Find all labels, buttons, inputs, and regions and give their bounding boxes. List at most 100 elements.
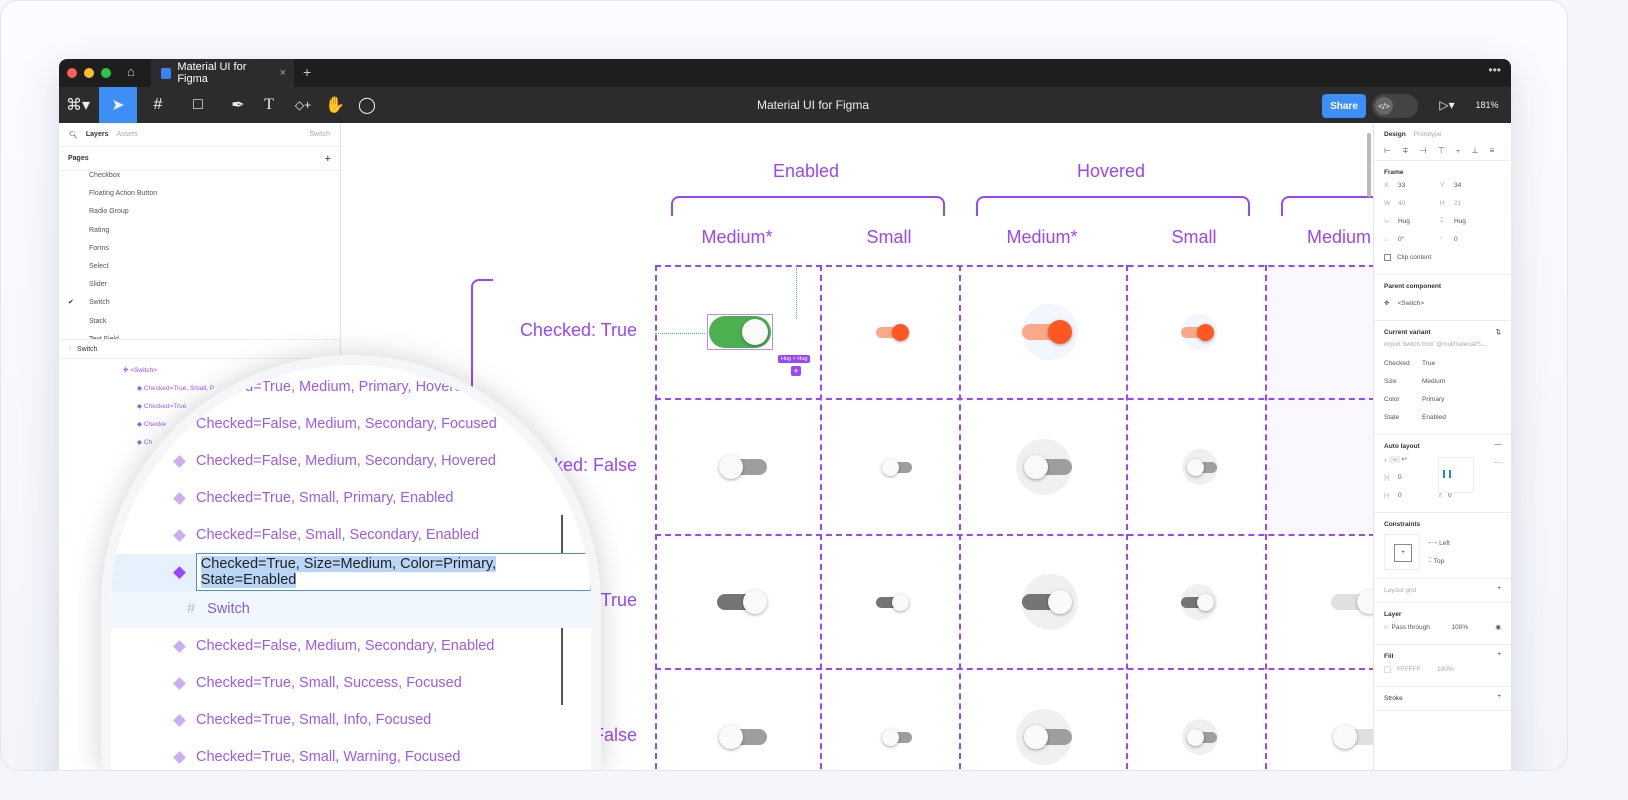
page-item[interactable]: Switch (89, 299, 110, 307)
layer-item-frame[interactable]: # Switch (187, 601, 250, 617)
direction-down-icon[interactable]: ↓ (1384, 455, 1388, 463)
constraints-widget[interactable]: + (1384, 534, 1420, 570)
alignment-tools[interactable]: ⊢ ∓ ⊣ ⊤ ⫟ ⊥ ≡ (1384, 146, 1501, 156)
add-stroke-icon[interactable]: + (1497, 693, 1501, 700)
switch-toggle[interactable] (719, 725, 767, 749)
hand-tool-icon[interactable]: ✋ (325, 97, 345, 114)
switch-toggle[interactable] (876, 323, 909, 341)
layer-opacity[interactable]: 100% (1451, 623, 1469, 631)
layer-item[interactable]: ◆ Checked=True (137, 403, 187, 410)
width-sizing[interactable]: Hug (1398, 217, 1410, 225)
variant-prop[interactable]: Color Primary (1384, 395, 1445, 403)
page-item[interactable]: Slider (89, 281, 107, 289)
parent-component-link[interactable]: <Switch> (1397, 299, 1425, 307)
page-item[interactable]: Stack (89, 317, 107, 325)
switch-toggle[interactable] (1181, 719, 1218, 755)
padding-v-input[interactable]: 0 (1448, 491, 1452, 499)
switch-toggle[interactable] (876, 593, 909, 611)
layer-item[interactable]: Checked=True, Small, Success, Focused (173, 665, 462, 701)
tab-assets[interactable]: Assets (116, 131, 138, 138)
switch-toggle[interactable] (1331, 590, 1373, 614)
visibility-icon[interactable]: ◉ (1495, 624, 1501, 631)
switch-toggle[interactable] (1016, 709, 1072, 765)
add-icon[interactable]: + (791, 366, 801, 376)
comment-tool-icon[interactable]: ◯ (358, 97, 376, 114)
spacing-input[interactable]: 0 (1398, 473, 1402, 481)
page-selector[interactable]: Switch (309, 131, 330, 138)
wrap-icon[interactable]: ↩ (1401, 456, 1407, 463)
rectangle-tool-icon[interactable]: □ (193, 96, 203, 113)
layer-item[interactable]: Checked=True, Medium, Primary, Hovered (173, 369, 470, 405)
layer-item[interactable]: Checked=False, Medium, Secondary, Hovere… (173, 443, 496, 479)
main-menu-icon[interactable]: ⌘▾ (65, 97, 91, 114)
blend-mode-select[interactable]: Pass through (1391, 623, 1430, 631)
variant-prop[interactable]: State Enabled (1384, 413, 1446, 421)
variant-prop[interactable]: Checked True (1384, 359, 1436, 367)
switch-toggle[interactable] (717, 590, 767, 614)
switch-toggle[interactable] (1181, 449, 1218, 485)
radius-input[interactable]: 0 (1454, 235, 1458, 243)
page-item[interactable]: Rating (89, 226, 110, 234)
home-icon[interactable]: ⌂ (127, 64, 135, 79)
layer-item[interactable]: Checked=False, Medium, Secondary, Focuse… (173, 406, 497, 442)
variant-prop[interactable]: Size Medium (1384, 377, 1446, 385)
tab-prototype[interactable]: Prototype (1413, 131, 1442, 138)
page-item[interactable]: Floating Action Button (89, 190, 158, 198)
switch-toggle[interactable] (1022, 574, 1078, 630)
pen-tool-icon[interactable]: ✒ (231, 97, 245, 114)
canvas-scrollbar[interactable] (1367, 133, 1371, 197)
padding-h-input[interactable]: 0 (1398, 491, 1402, 499)
switch-toggle[interactable] (881, 458, 912, 476)
switch-toggle[interactable] (707, 314, 773, 350)
minimize-window-button[interactable] (84, 68, 94, 78)
fill-opacity[interactable]: 100% (1437, 665, 1454, 673)
search-icon[interactable]: 🔍︎ (69, 131, 78, 139)
layer-item[interactable]: ◆ Ch (137, 439, 153, 446)
zoom-level[interactable]: 181% (1475, 100, 1499, 110)
fill-hex[interactable]: FFFFFF (1397, 665, 1421, 673)
layer-item[interactable]: Checked=True, Small, Info, Focused (173, 702, 431, 738)
w-input[interactable]: 40 (1398, 199, 1406, 207)
close-window-button[interactable] (67, 68, 77, 78)
tab-design[interactable]: Design (1384, 131, 1406, 138)
horizontal-constraint[interactable]: Left (1439, 539, 1450, 547)
dev-mode-toggle[interactable]: </> (1372, 94, 1418, 118)
maximize-window-button[interactable] (101, 68, 111, 78)
direction-right-icon[interactable]: → (1389, 455, 1400, 463)
switch-toggle[interactable] (719, 455, 767, 479)
add-page-icon[interactable]: + (324, 152, 331, 165)
switch-toggle[interactable] (1016, 439, 1072, 495)
switch-toggle[interactable] (1180, 584, 1217, 620)
switch-toggle[interactable] (1180, 314, 1217, 350)
switch-toggle[interactable] (881, 728, 912, 746)
layer-item[interactable]: Checked=True, Small, Warning, Focused (173, 739, 460, 770)
rename-input[interactable]: Checked=True, Size=Medium, Color=Primary… (195, 553, 591, 591)
variant-settings-icon[interactable]: ⇅ (1495, 329, 1501, 336)
tab-layers[interactable]: Layers (85, 131, 109, 138)
new-tab-icon[interactable]: + (303, 64, 312, 80)
switch-toggle[interactable] (1022, 304, 1078, 360)
add-fill-icon[interactable]: + (1497, 651, 1501, 658)
add-layout-grid-icon[interactable]: + (1497, 585, 1501, 592)
clip-content-checkbox[interactable] (1384, 253, 1391, 261)
layer-item[interactable]: Checked=False, Medium, Secondary, Enable… (173, 628, 494, 664)
switch-toggle[interactable] (1333, 725, 1373, 749)
share-button[interactable]: Share (1322, 94, 1366, 118)
page-item[interactable]: Checkbox (89, 172, 121, 179)
move-tool-icon[interactable]: ➤ (99, 87, 137, 123)
more-icon[interactable]: ••• (1488, 63, 1501, 77)
y-input[interactable]: 34 (1454, 181, 1462, 189)
more-icon[interactable]: ··· (1494, 459, 1502, 466)
page-item[interactable]: Select (89, 263, 109, 270)
layer-component[interactable]: <Switch> (130, 367, 158, 374)
page-item[interactable]: Radio Group (89, 208, 129, 216)
present-icon[interactable]: ▷▾ (1439, 98, 1455, 112)
text-tool-icon[interactable]: T (264, 96, 274, 113)
page-item[interactable]: Forms (89, 244, 109, 252)
page-item[interactable]: Text Field (89, 331, 119, 339)
layer-item[interactable]: Checked=False, Small, Secondary, Enabled (173, 517, 479, 553)
alignment-grid[interactable] (1438, 457, 1474, 493)
frame-tool-icon[interactable]: # (153, 96, 163, 113)
fill-swatch[interactable] (1384, 665, 1391, 673)
h-input[interactable]: 21 (1454, 199, 1462, 207)
